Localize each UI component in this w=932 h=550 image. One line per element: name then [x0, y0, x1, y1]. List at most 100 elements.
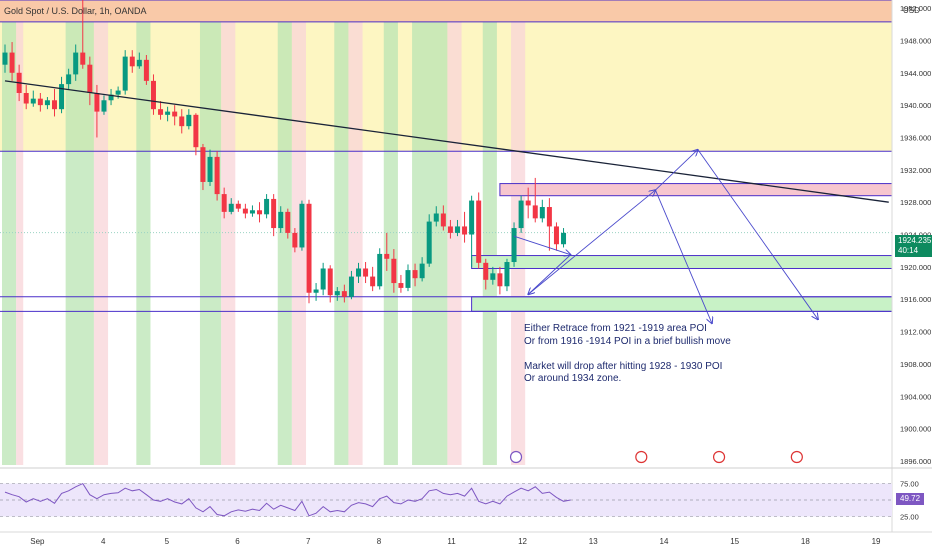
- last-price-value: 1924.235: [898, 236, 932, 245]
- candle-body: [313, 289, 319, 293]
- candle-body: [271, 198, 277, 229]
- session-strip: [511, 21, 526, 466]
- note-line-3: [524, 348, 731, 361]
- event-icon: [790, 450, 803, 464]
- candle-body: [115, 90, 121, 95]
- price-tick-label: 1948.000: [900, 36, 931, 45]
- candle-body: [462, 226, 468, 235]
- rsi-tick-label: 75.00: [900, 480, 919, 489]
- candle-body: [122, 56, 128, 91]
- candle-body: [9, 52, 15, 73]
- candle-body: [363, 268, 369, 277]
- candle-body: [87, 64, 93, 93]
- candle-body: [546, 207, 552, 227]
- candle-body: [235, 203, 241, 209]
- candle-body: [356, 268, 361, 277]
- session-strip: [334, 21, 349, 466]
- candle-body: [398, 283, 404, 288]
- candle-body: [483, 262, 489, 280]
- candle-body: [59, 84, 65, 110]
- candle-body: [73, 52, 79, 75]
- candle-body: [348, 276, 354, 297]
- candle-body: [150, 80, 156, 110]
- session-strip: [447, 21, 462, 466]
- candle-body: [377, 253, 383, 287]
- price-tick-label: 1944.000: [900, 69, 931, 78]
- candle-body: [490, 273, 496, 280]
- candle-body: [200, 147, 206, 182]
- candle-body: [497, 273, 503, 287]
- candle-body: [80, 52, 86, 65]
- time-tick-label: 19: [872, 537, 881, 546]
- candle-body: [476, 200, 482, 263]
- candle-body: [426, 221, 432, 264]
- candle-body: [193, 114, 199, 148]
- time-tick-label: 14: [660, 537, 669, 546]
- candle-body: [51, 100, 57, 110]
- candle-body: [391, 258, 397, 284]
- candle-body: [143, 59, 149, 81]
- candle-body: [327, 268, 333, 296]
- time-tick-label: 13: [589, 537, 598, 546]
- candle-body: [214, 156, 220, 195]
- projection-arrow: [528, 254, 571, 295]
- candle-body: [440, 213, 446, 227]
- trade-notes: Either Retrace from 1921 -1919 area POI …: [524, 323, 731, 386]
- candle-body: [433, 213, 439, 222]
- candle-body: [511, 228, 517, 263]
- price-tick-label: 1940.000: [900, 101, 931, 110]
- projection-arrow: [513, 235, 571, 255]
- candle-body: [553, 226, 559, 245]
- rsi-tick-label: 25.00: [900, 512, 919, 521]
- candle-body: [285, 211, 291, 233]
- time-tick-label: 4: [101, 537, 106, 546]
- price-tick-label: 1932.000: [900, 166, 931, 175]
- candle-body: [257, 210, 263, 215]
- projection-arrow: [655, 150, 697, 191]
- time-tick-label: 5: [165, 537, 170, 546]
- session-strip: [93, 21, 109, 466]
- price-tick-label: 1936.000: [900, 133, 931, 142]
- event-icon: [509, 450, 523, 464]
- candle-body: [292, 232, 298, 248]
- candle-body: [518, 200, 524, 229]
- session-strip: [16, 21, 24, 466]
- note-line-2: Or from 1916 -1914 POI in a brief bullis…: [524, 335, 731, 347]
- price-tick-label: 1928.000: [900, 198, 931, 207]
- candle-body: [278, 211, 284, 229]
- candle-body: [44, 100, 50, 106]
- time-tick-label: 12: [518, 537, 527, 546]
- candle-body: [334, 291, 340, 296]
- price-tick-label: 1952.000: [900, 4, 931, 13]
- note-line-4: Market will drop after hitting 1928 - 19…: [524, 360, 723, 372]
- time-tick-label: 7: [306, 537, 311, 546]
- projection-arrow: [655, 189, 712, 323]
- candle-body: [66, 74, 72, 85]
- candle-body: [249, 210, 255, 214]
- candle-body: [2, 52, 8, 65]
- price-axis: [892, 0, 932, 532]
- event-icon: [635, 450, 648, 464]
- session-strip: [291, 21, 307, 466]
- candle-body: [136, 59, 142, 67]
- session-strip: [136, 21, 151, 466]
- candle-body: [447, 226, 453, 233]
- candle-body: [264, 198, 270, 215]
- session-strip: [65, 21, 94, 466]
- candle-body: [299, 203, 305, 248]
- symbol-title: Gold Spot / U.S. Dollar, 1h, OANDA: [4, 6, 147, 16]
- demand-zone: [471, 255, 893, 269]
- rsi-value-tag: 49.72: [896, 493, 925, 505]
- candle-body: [172, 111, 178, 117]
- time-tick-label: 8: [377, 537, 382, 546]
- price-tick-label: 1916.000: [900, 295, 931, 304]
- projection-arrow: [527, 190, 655, 295]
- session-strip: [383, 21, 398, 466]
- time-tick-label: Sep: [30, 537, 45, 546]
- candle-body: [561, 232, 567, 245]
- candle-body: [539, 207, 545, 219]
- candle-body: [469, 200, 475, 235]
- note-line-1: Either Retrace from 1921 -1919 area POI: [524, 323, 707, 334]
- currency-label: USD: [903, 6, 920, 15]
